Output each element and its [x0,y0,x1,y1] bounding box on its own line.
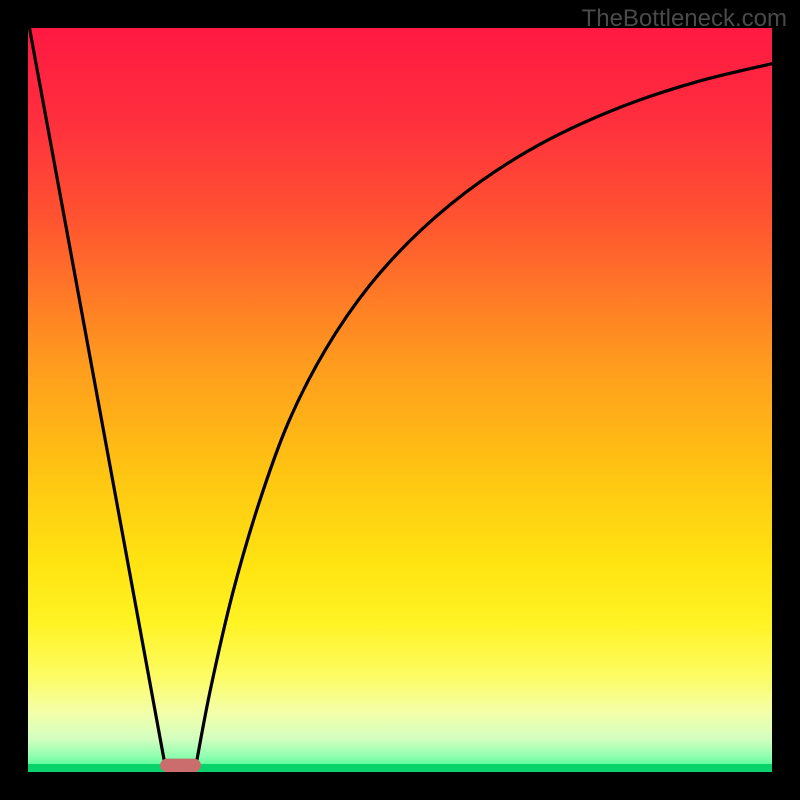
curve-right-branch [195,64,772,769]
chart-frame [0,0,800,800]
attribution-watermark: TheBottleneck.com [582,5,787,33]
curve-left-branch [29,28,165,768]
optimum-marker [160,759,201,772]
chart-plot [28,28,772,772]
